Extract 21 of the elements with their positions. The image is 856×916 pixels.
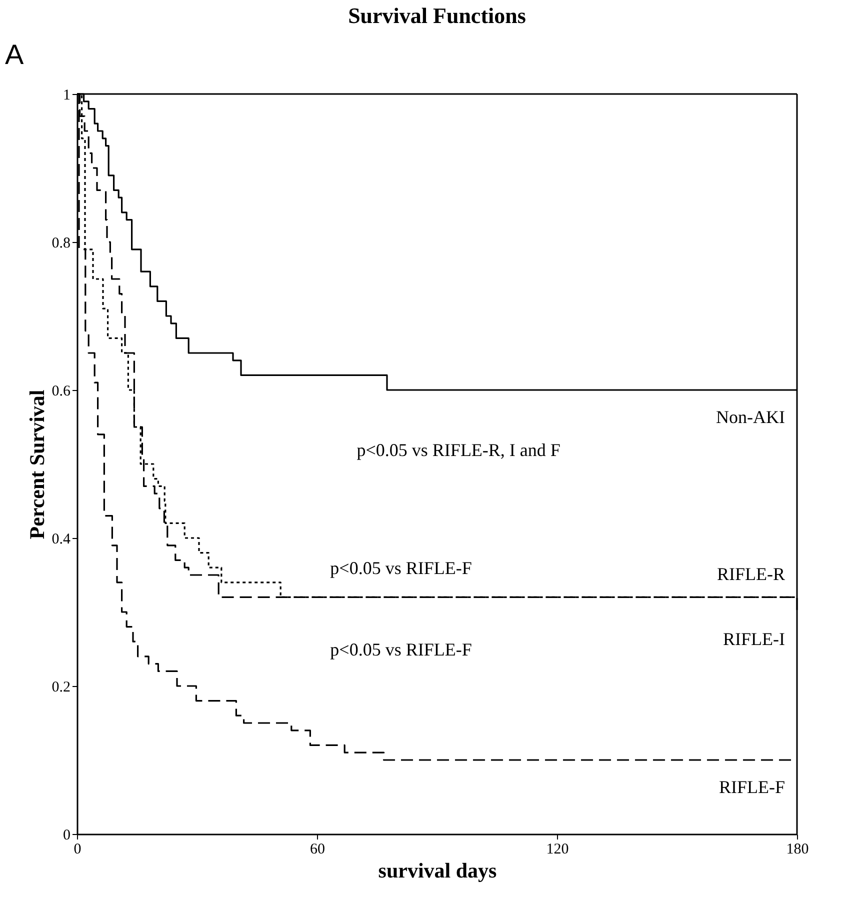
series-label: Non-AKI — [716, 407, 785, 427]
y-axis-title: Percent Survival — [24, 390, 49, 540]
x-axis-title: survival days — [378, 858, 497, 882]
y-tick-label: 1 — [63, 88, 70, 104]
annotation: p<0.05 vs RIFLE-F — [330, 640, 472, 660]
y-tick-label: 0.4 — [52, 532, 71, 548]
y-tick-label: 0 — [63, 828, 70, 844]
x-tick-label: 180 — [786, 842, 809, 858]
x-tick-label: 0 — [74, 842, 82, 858]
y-tick-label: 0.8 — [52, 236, 70, 252]
x-tick-label: 120 — [546, 842, 569, 858]
chart-title: Survival Functions — [348, 3, 526, 28]
series-label: RIFLE-F — [718, 777, 785, 797]
annotation: p<0.05 vs RIFLE-F — [330, 558, 472, 578]
series-label: RIFLE-I — [723, 629, 785, 649]
y-tick-label: 0.6 — [52, 384, 71, 400]
text: A — [5, 39, 24, 70]
series-label: RIFLE-R — [716, 564, 785, 584]
y-tick-label: 0.2 — [52, 680, 70, 696]
x-tick-label: 60 — [310, 842, 325, 858]
annotation: p<0.05 vs RIFLE-R, I and F — [356, 440, 560, 460]
